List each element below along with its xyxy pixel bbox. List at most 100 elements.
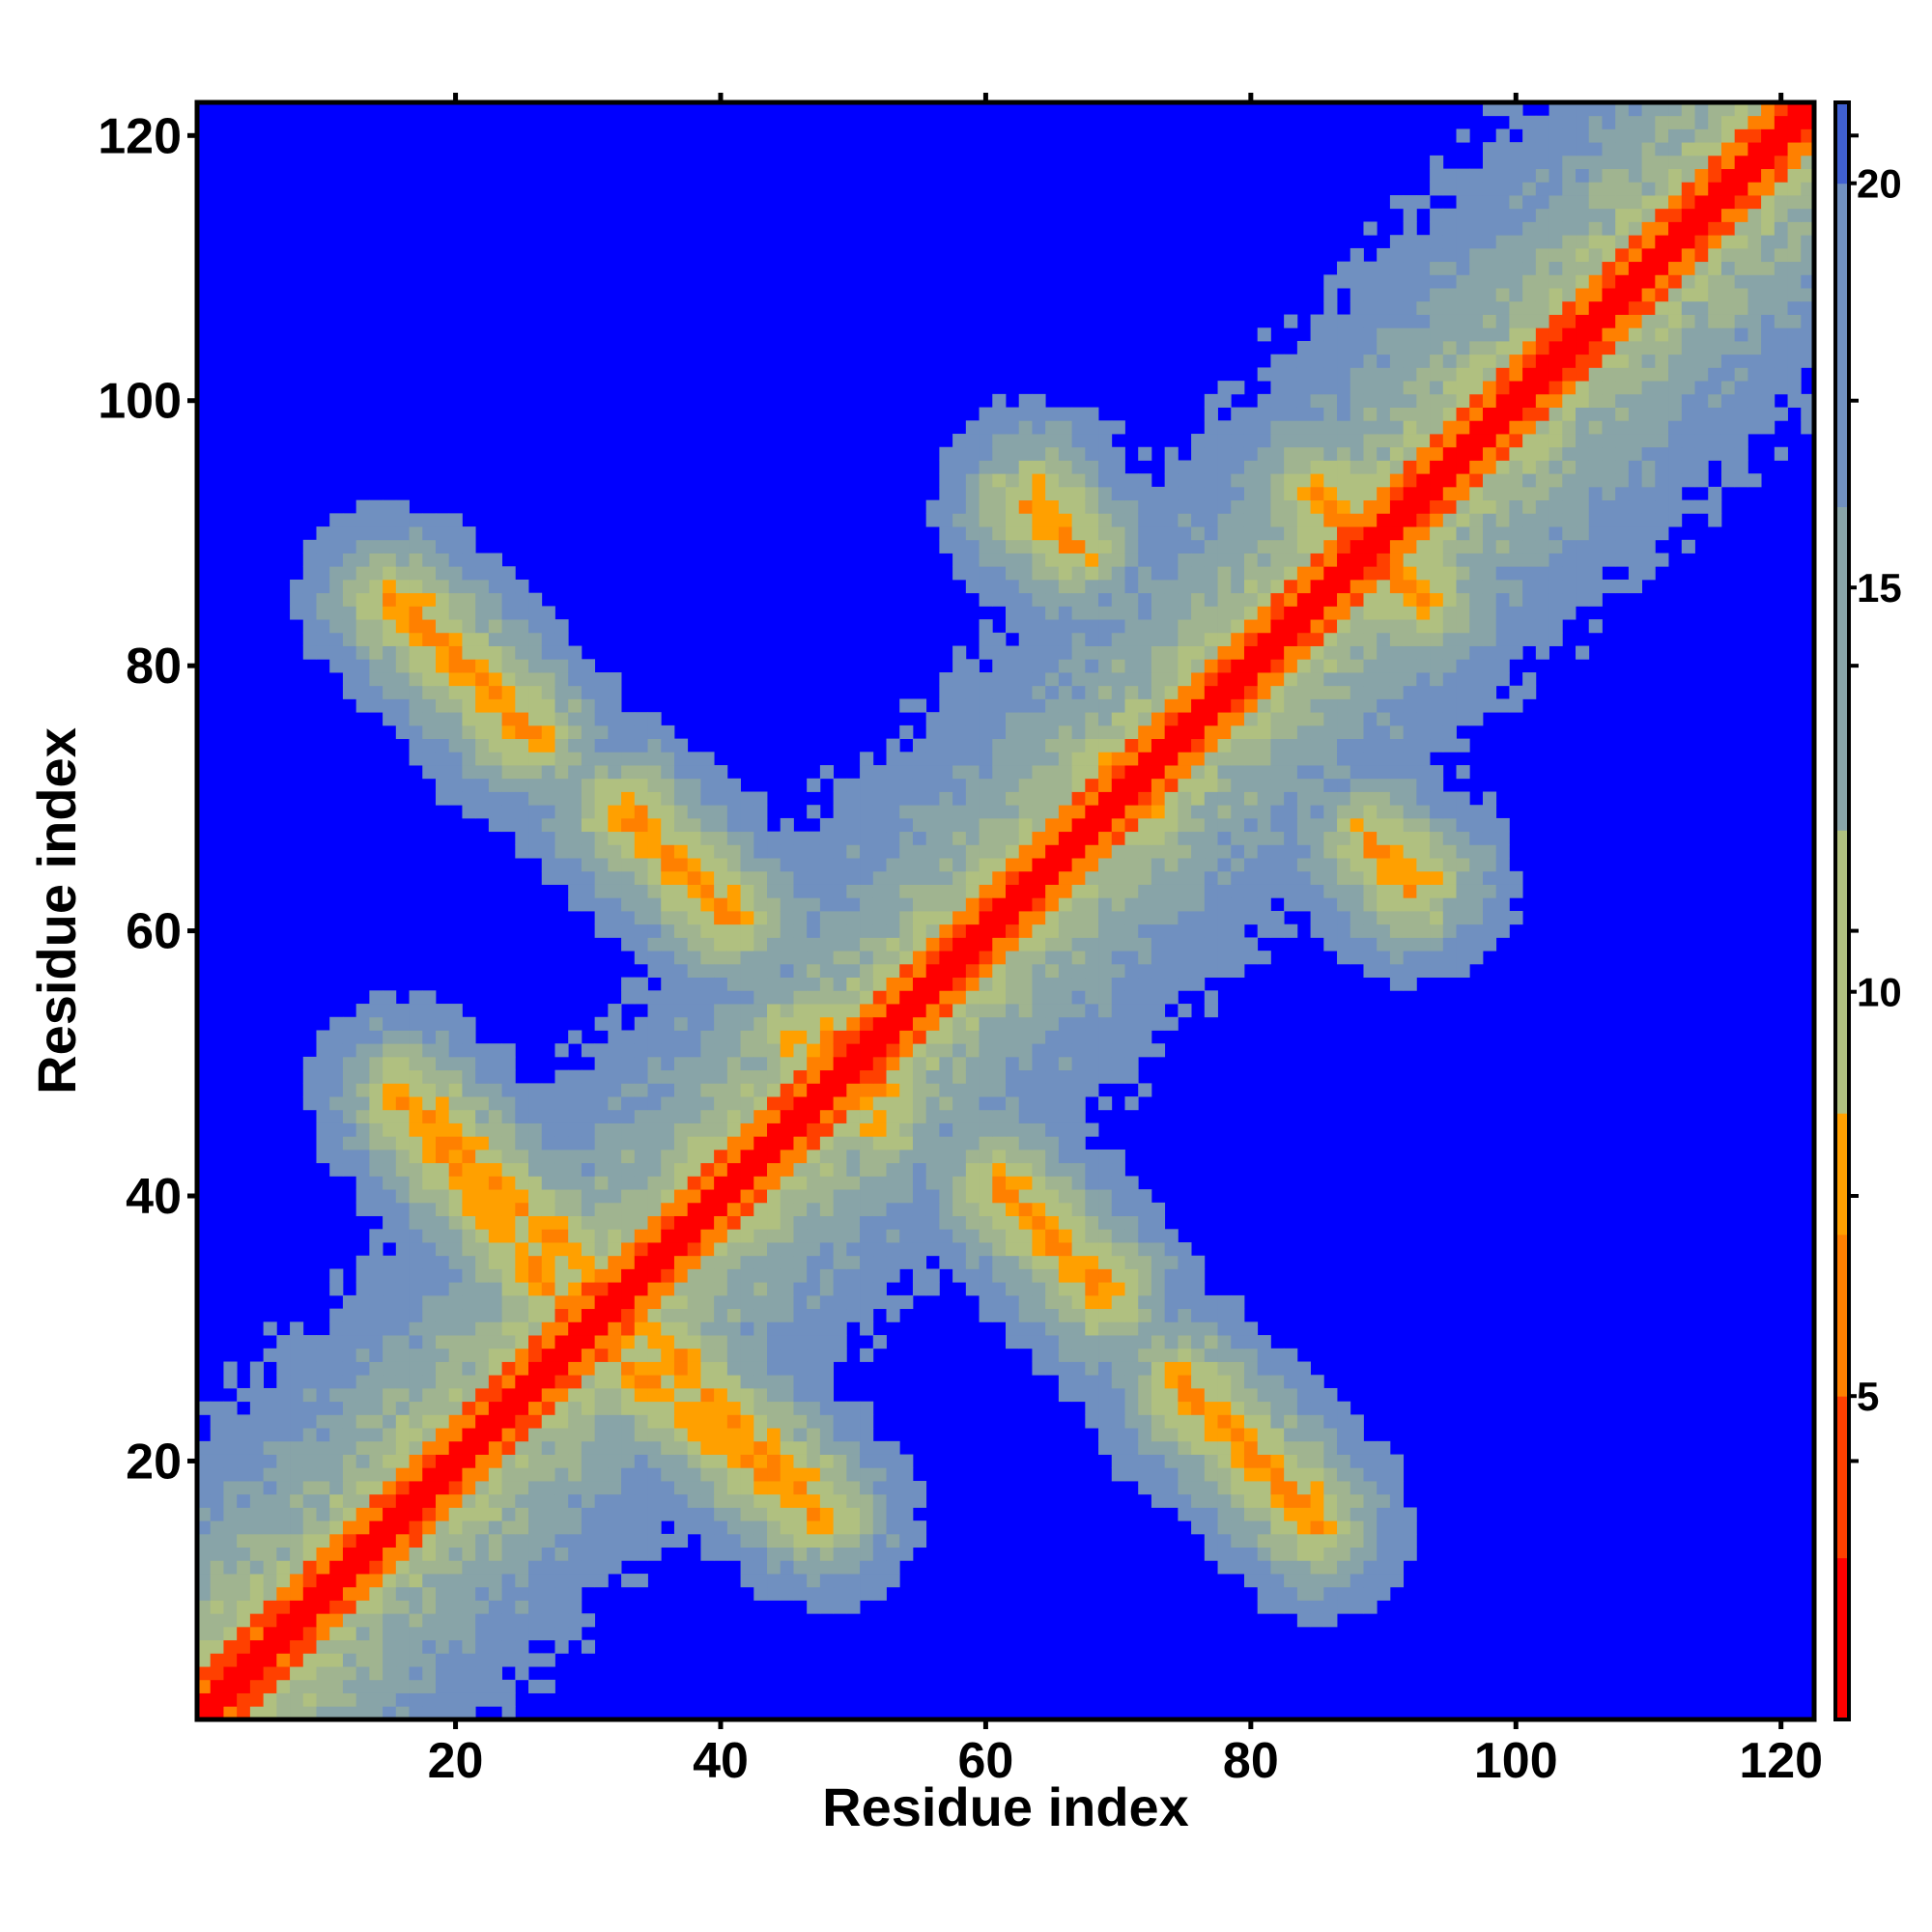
heatmap-cell xyxy=(1257,1440,1271,1455)
heatmap-cell xyxy=(872,963,887,979)
heatmap-cell xyxy=(939,698,953,713)
heatmap-cell xyxy=(886,1202,900,1216)
heatmap-cell xyxy=(1430,963,1444,979)
heatmap-cell xyxy=(541,1268,555,1283)
heatmap-cell xyxy=(448,1016,463,1031)
heatmap-cell xyxy=(249,1361,265,1376)
heatmap-cell xyxy=(342,513,357,527)
heatmap-cell xyxy=(846,1215,861,1230)
heatmap-cell xyxy=(979,870,993,885)
heatmap-cell xyxy=(581,1109,596,1123)
heatmap-cell xyxy=(899,778,914,792)
heatmap-cell xyxy=(1018,738,1033,753)
heatmap-cell xyxy=(899,1215,914,1230)
heatmap-cell xyxy=(1231,963,1245,979)
heatmap-cell xyxy=(1416,817,1431,833)
heatmap-cell xyxy=(673,1440,689,1455)
heatmap-cell xyxy=(807,1414,821,1429)
heatmap-cell xyxy=(541,1189,555,1204)
heatmap-cell xyxy=(501,606,516,620)
heatmap-cell xyxy=(1032,963,1046,979)
heatmap-cell xyxy=(1032,870,1046,885)
heatmap-cell xyxy=(448,1056,463,1071)
heatmap-cell xyxy=(634,1189,648,1204)
heatmap-cell xyxy=(1032,1361,1046,1376)
heatmap-cell xyxy=(435,1109,450,1123)
heatmap-cell xyxy=(1085,553,1099,567)
heatmap-cell xyxy=(819,1294,835,1310)
heatmap-cell xyxy=(661,791,675,806)
heatmap-cell xyxy=(846,1294,861,1310)
heatmap-cell xyxy=(1085,1189,1099,1204)
heatmap-cell xyxy=(780,1030,794,1044)
heatmap-cell xyxy=(422,1149,437,1164)
heatmap-cell xyxy=(726,977,741,991)
heatmap-cell xyxy=(753,951,768,965)
heatmap-cell xyxy=(1231,870,1245,885)
heatmap-cell xyxy=(409,1308,423,1322)
heatmap-cell xyxy=(568,1626,582,1641)
heatmap-cell xyxy=(1310,817,1324,833)
heatmap-cell xyxy=(1403,870,1417,885)
heatmap-cell xyxy=(753,1016,768,1031)
heatmap-cell xyxy=(979,460,993,474)
heatmap-cell xyxy=(422,566,437,581)
heatmap-cell xyxy=(1018,553,1033,567)
heatmap-cell xyxy=(554,1096,569,1111)
heatmap-cell xyxy=(1363,1547,1378,1561)
heatmap-cell xyxy=(501,1626,516,1641)
heatmap-cell xyxy=(952,884,967,898)
heatmap-cell xyxy=(819,1348,835,1362)
heatmap-cell xyxy=(554,1440,569,1455)
heatmap-cell xyxy=(302,1096,317,1111)
heatmap-cell xyxy=(1389,791,1405,806)
heatmap-cell xyxy=(554,1639,569,1654)
heatmap-cell xyxy=(634,951,648,965)
heatmap-cell xyxy=(753,1069,768,1084)
heatmap-cell xyxy=(807,1056,821,1071)
heatmap-cell xyxy=(860,1215,874,1230)
heatmap-cell xyxy=(462,1122,476,1137)
heatmap-cell xyxy=(965,1109,980,1123)
heatmap-cell xyxy=(541,817,555,833)
heatmap-cell xyxy=(594,1162,609,1177)
heatmap-cell xyxy=(1032,393,1046,408)
heatmap-cell xyxy=(634,1122,648,1137)
heatmap-cell xyxy=(501,805,516,819)
heatmap-cell xyxy=(807,990,821,1005)
heatmap-cell xyxy=(912,923,927,938)
heatmap-cell xyxy=(1124,752,1139,766)
heatmap-cell xyxy=(581,1282,596,1296)
heatmap-cell xyxy=(1018,951,1033,965)
heatmap-cell xyxy=(1389,911,1405,925)
heatmap-cell xyxy=(568,1467,582,1482)
heatmap-cell xyxy=(197,1440,212,1455)
heatmap-cell xyxy=(1018,1294,1033,1310)
heatmap-cell xyxy=(369,1004,384,1018)
heatmap-cell xyxy=(780,1375,794,1389)
heatmap-cell xyxy=(541,1428,555,1442)
heatmap-cell xyxy=(780,951,794,965)
heatmap-cell xyxy=(992,752,1007,766)
heatmap-cell xyxy=(554,1282,569,1296)
heatmap-cell xyxy=(1178,1440,1192,1455)
heatmap-cell xyxy=(1111,1162,1125,1177)
heatmap-cell xyxy=(316,526,330,541)
heatmap-cell xyxy=(726,1136,741,1151)
heatmap-cell xyxy=(886,977,900,991)
heatmap-cell xyxy=(952,1136,967,1151)
heatmap-cell xyxy=(369,1255,384,1269)
heatmap-cell xyxy=(634,765,648,780)
heatmap-cell xyxy=(528,1533,543,1548)
heatmap-cell xyxy=(383,1016,397,1031)
heatmap-cell xyxy=(647,1387,662,1403)
heatmap-cell xyxy=(355,1375,370,1389)
heatmap-cell xyxy=(515,1215,529,1230)
heatmap-cell xyxy=(395,645,410,660)
heatmap-cell xyxy=(886,1069,900,1084)
heatmap-cell xyxy=(1257,911,1271,925)
heatmap-cell xyxy=(448,1692,463,1707)
heatmap-cell xyxy=(807,1242,821,1257)
heatmap-cell xyxy=(422,526,437,541)
heatmap-cell xyxy=(1217,1308,1232,1322)
